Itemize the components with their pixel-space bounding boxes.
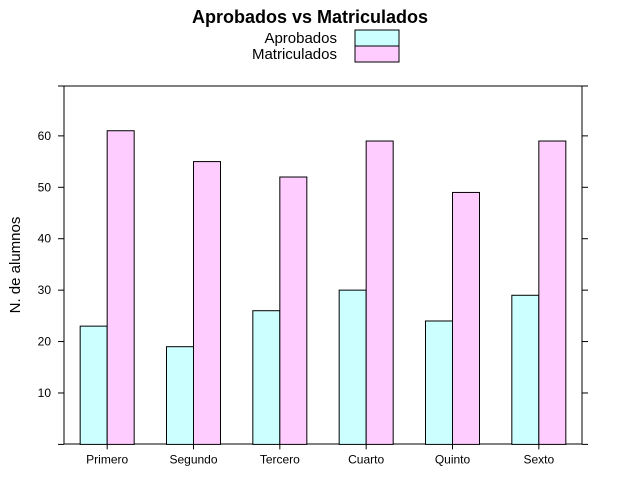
y-tick-label: 10 [38, 386, 52, 400]
bar-aprobados-segundo [166, 346, 194, 445]
x-tick-label: Primero [86, 452, 128, 466]
y-tick-label: 50 [38, 180, 52, 194]
legend-label-aprobados: Aprobados [264, 30, 337, 47]
y-tick-label: 30 [38, 283, 52, 297]
bar-aprobados-primero [79, 325, 108, 445]
bar-matriculados-quinto [452, 191, 480, 445]
chart-title: Aprobados vs Matriculados [192, 7, 428, 27]
bar-aprobados-quinto [425, 320, 453, 445]
bar-matriculados-cuarto [365, 140, 394, 445]
bar-aprobados-cuarto [338, 289, 367, 445]
x-tick-label: Quinto [435, 452, 471, 466]
y-tick-label: 60 [38, 129, 52, 143]
plot-frame [63, 85, 583, 445]
y-tick-label: 40 [38, 232, 52, 246]
x-tick-label: Tercero [260, 452, 300, 466]
y-axis-label: N. de alumnos [7, 217, 24, 314]
legend-swatch-matriculados [354, 45, 400, 63]
y-tick-label: 20 [38, 335, 52, 349]
x-tick-label: Segundo [169, 452, 217, 466]
bar-aprobados-tercero [252, 310, 281, 445]
bar-matriculados-primero [106, 130, 135, 445]
bar-matriculados-segundo [193, 161, 221, 445]
x-tick-label: Sexto [523, 452, 554, 466]
legend-swatch-aprobados [354, 29, 400, 47]
legend-label-matriculados: Matriculados [252, 46, 337, 63]
bar-matriculados-tercero [279, 176, 308, 445]
bar-matriculados-sexto [538, 140, 567, 445]
x-tick-label: Cuarto [348, 452, 384, 466]
bar-aprobados-sexto [511, 294, 540, 445]
